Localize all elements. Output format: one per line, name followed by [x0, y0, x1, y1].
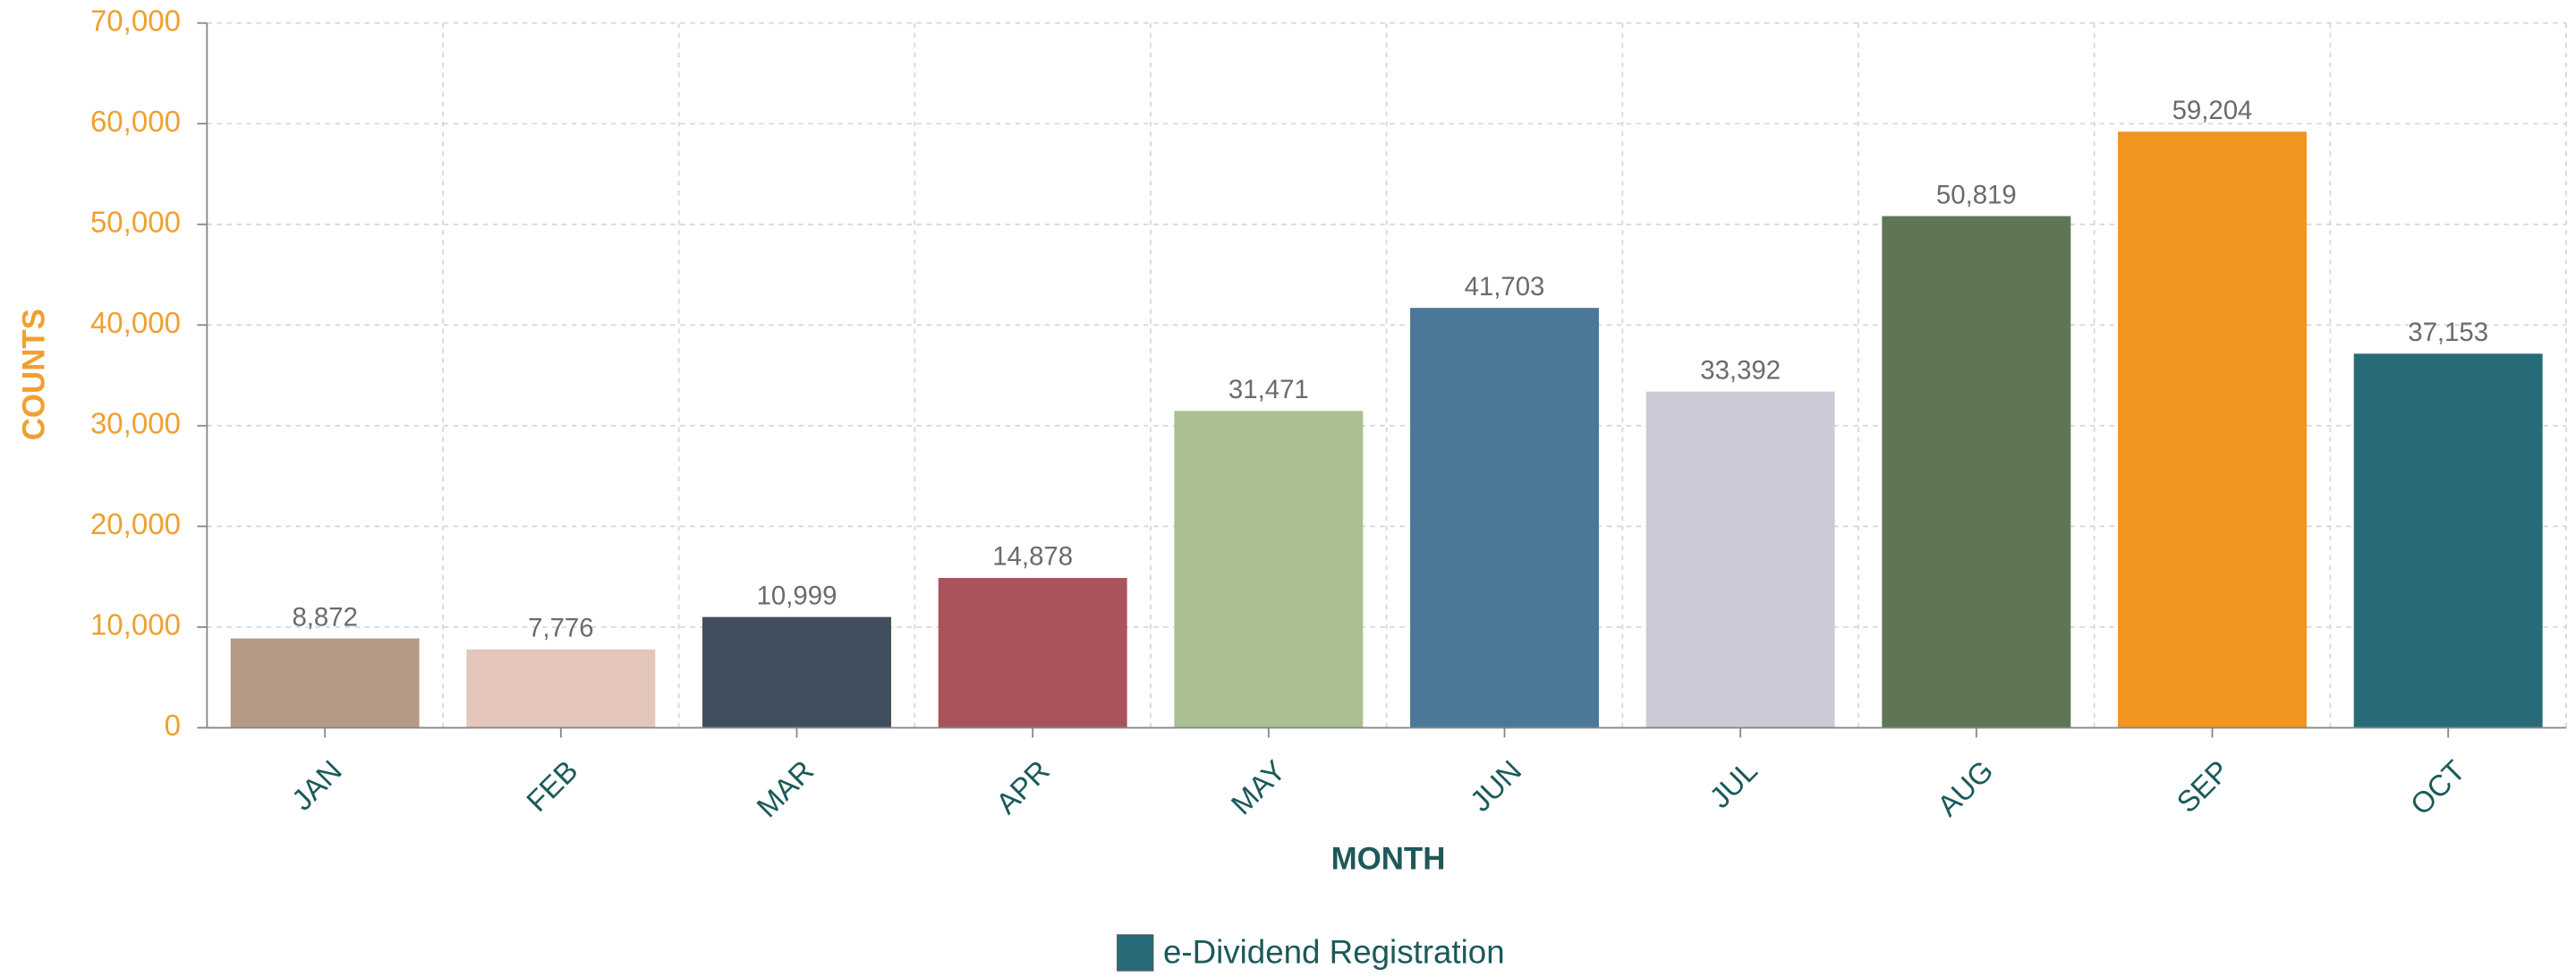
- bar: [702, 616, 891, 728]
- value-label: 59,204: [2172, 96, 2253, 125]
- legend-swatch: [1117, 934, 1154, 972]
- x-tick-label: AUG: [1932, 754, 2001, 823]
- x-tick-label: OCT: [2404, 754, 2471, 821]
- x-tick-label: SEP: [2171, 754, 2236, 820]
- y-tick-label: 20,000: [90, 508, 181, 541]
- x-tick-label: APR: [990, 754, 1057, 820]
- x-tick-label: MAY: [1225, 754, 1292, 821]
- value-label: 33,392: [1700, 355, 1781, 385]
- value-label: 8,872: [292, 602, 357, 632]
- value-label: 50,819: [1936, 180, 2017, 209]
- x-tick-label: JAN: [285, 754, 348, 817]
- value-label: 14,878: [992, 542, 1073, 572]
- value-label: 37,153: [2408, 318, 2488, 347]
- bar: [1174, 411, 1364, 728]
- bar: [230, 638, 420, 728]
- y-tick-label: 60,000: [90, 106, 181, 139]
- y-axis-label: COUNTS: [17, 309, 52, 440]
- bar: [1410, 308, 1599, 728]
- bar: [466, 649, 656, 728]
- y-tick-label: 70,000: [90, 4, 181, 38]
- legend-label: e-Dividend Registration: [1163, 933, 1505, 970]
- value-label: 41,703: [1465, 272, 1545, 302]
- bar: [938, 577, 1127, 728]
- y-tick-label: 40,000: [90, 307, 181, 340]
- x-tick-label: FEB: [521, 754, 585, 819]
- y-tick-label: 0: [165, 709, 181, 743]
- value-label: 10,999: [757, 581, 837, 610]
- bar: [1882, 216, 2071, 728]
- x-tick-label: JUN: [1464, 754, 1528, 819]
- y-tick-label: 30,000: [90, 408, 181, 441]
- x-axis-label: MONTH: [1331, 841, 1446, 876]
- bar: [2353, 353, 2543, 728]
- y-tick-label: 50,000: [90, 207, 181, 240]
- bar: [1645, 391, 1835, 728]
- value-label: 31,471: [1228, 375, 1309, 404]
- y-tick-label: 10,000: [90, 609, 181, 642]
- x-tick-label: JUL: [1704, 754, 1764, 815]
- bar: [2118, 132, 2307, 728]
- value-label: 7,776: [528, 614, 593, 643]
- x-tick-label: MAR: [751, 754, 820, 824]
